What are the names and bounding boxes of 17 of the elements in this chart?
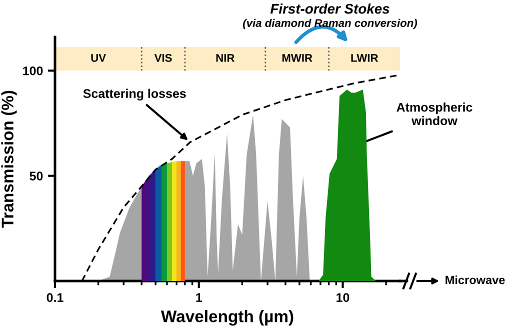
text: Microwave xyxy=(446,275,505,284)
band-label: LWIR xyxy=(351,54,378,62)
text: (via diamond Raman conversion) xyxy=(243,18,418,30)
y-tick-label: 100 xyxy=(23,66,43,76)
x-axis-title: Wavelength (µm) xyxy=(160,310,294,326)
band-label: VIS xyxy=(154,54,172,62)
x-tick-label: 1 xyxy=(196,293,202,302)
y-axis-title: Transmission (%) xyxy=(1,90,17,228)
band-label: MWIR xyxy=(282,54,312,62)
annotation: Scattering losses xyxy=(83,88,186,101)
x-tick-label: 0.1 xyxy=(46,293,64,302)
annotation: Atmospheric window xyxy=(396,102,472,126)
x-tick-label: 10 xyxy=(336,293,350,302)
text: First-order Stokes xyxy=(270,4,390,14)
band-label: NIR xyxy=(216,54,235,62)
band-label: UV xyxy=(91,54,106,62)
y-tick-label: 50 xyxy=(30,172,43,180)
